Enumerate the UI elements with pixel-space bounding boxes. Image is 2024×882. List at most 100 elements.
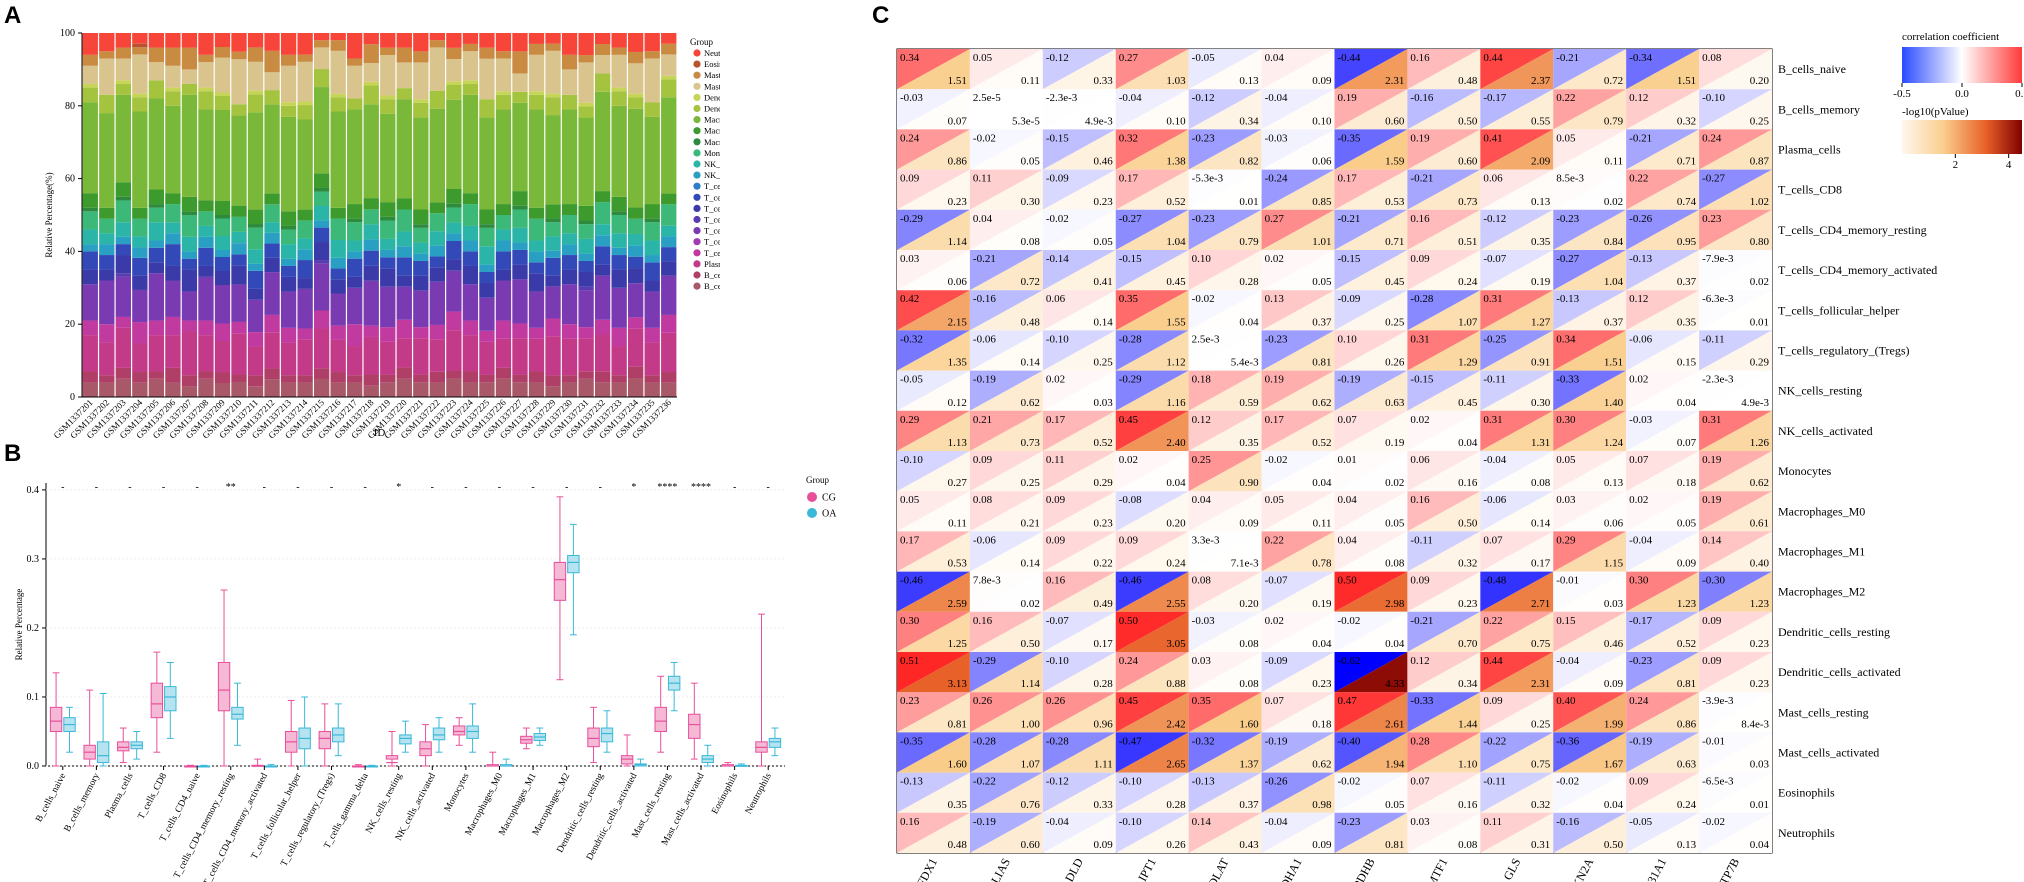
bar-segment-b-cells-naive — [661, 382, 677, 397]
row-label: Macrophages_M0 — [1778, 504, 1865, 518]
bar-segment-dendritic-cells-resting — [330, 97, 346, 112]
cell-pvalue-value: 0.62 — [1312, 759, 1331, 771]
bar-segment-b-cells-naive — [380, 382, 396, 397]
bar-segment-mast-cells-resting — [280, 65, 297, 103]
cell-correlation-value: -0.23 — [1192, 132, 1215, 144]
bar-segment-t-cells-cd8 — [231, 321, 247, 334]
bar-segment-macrophages-m1 — [330, 207, 346, 219]
cell-pvalue-value: 3.05 — [1166, 638, 1186, 650]
cell-pvalue-value: 0.08 — [1239, 678, 1259, 690]
bar-segment-mast-cells-resting — [247, 61, 264, 91]
cell-pvalue-value: 0.52 — [1677, 638, 1696, 650]
cell-correlation-value: 2.5e-5 — [973, 92, 1001, 104]
cell-pvalue-value: 0.17 — [1094, 638, 1114, 650]
cell-pvalue-value: 5.3e-5 — [1012, 115, 1040, 127]
cell-correlation-value: 0.08 — [1702, 52, 1722, 64]
bar-segment-macrophages-m1 — [363, 198, 379, 210]
bar-segment-dendritic-cells-resting — [413, 102, 429, 118]
bar-segment-b-cells-naive — [347, 382, 363, 397]
bar-segment-t-cells-follicular-helper — [594, 264, 611, 276]
cell-correlation-value: 0.04 — [1338, 494, 1358, 506]
bar-segment-b-cells-memory — [594, 371, 611, 383]
bar-segment-monocytes — [99, 218, 115, 234]
bar-segment-b-cells-memory — [148, 371, 165, 379]
cell-correlation-value: 0.27 — [1119, 52, 1139, 64]
bar-segment-t-cells-cd4-memory-resting — [132, 289, 148, 323]
column-label: DLD — [1062, 856, 1086, 882]
cell-correlation-value: -0.10 — [900, 454, 923, 466]
bar-segment-t-cells-cd8 — [479, 330, 495, 342]
bar-segment-t-cells-cd8 — [429, 324, 446, 340]
cell-correlation-value: 0.16 — [900, 816, 920, 828]
column-label: LIPT1 — [1132, 856, 1159, 882]
cell-pvalue-value: 2.40 — [1166, 437, 1186, 449]
bar-segment-monocytes — [214, 218, 231, 236]
row-label: T_cells_regulatory_(Tregs) — [1778, 344, 1910, 358]
cell-correlation-value: -0.06 — [1629, 333, 1652, 345]
bar-segment-nk-cells-activated — [231, 231, 247, 244]
cell-pvalue-value: 0.86 — [1677, 718, 1697, 730]
bar-segment-dendritic-cells-resting — [214, 96, 231, 110]
cell-pvalue-value: 0.79 — [1239, 236, 1259, 248]
bar-segment-macrophages-m2 — [148, 98, 165, 190]
bar-segment-b-cells-naive — [181, 386, 198, 397]
bar-segment-t-cells-cd8 — [82, 320, 98, 336]
row-label: Monocytes — [1778, 464, 1832, 478]
cell-pvalue-value: 0.19 — [1312, 598, 1332, 610]
bar-segment-b-cells-naive — [628, 378, 644, 397]
cell-pvalue-value: 1.59 — [1385, 156, 1405, 168]
cell-pvalue-value: 0.05 — [1385, 517, 1405, 529]
cell-pvalue-value: 0.28 — [1094, 678, 1114, 690]
cell-pvalue-value: 0.79 — [1604, 115, 1624, 127]
cell-correlation-value: 0.19 — [1338, 92, 1358, 104]
cell-pvalue-value: 0.52 — [1312, 437, 1331, 449]
bar-segment-t-cells-cd4-memory-resting — [512, 279, 528, 324]
cell-correlation-value: -0.35 — [1338, 132, 1361, 144]
cell-pvalue-value: 0.76 — [1021, 799, 1041, 811]
bar-segment-t-cells-follicular-helper — [644, 280, 660, 292]
bar-segment-mast-cells-activated — [99, 51, 115, 59]
cell-correlation-value: 0.12 — [1629, 293, 1648, 305]
bar-segment-mast-cells-resting — [413, 62, 429, 100]
cell-correlation-value: -0.04 — [1629, 534, 1652, 546]
bar-segment-dendritic-cells-resting — [578, 106, 594, 118]
bar-segment-t-cells-follicular-helper — [82, 269, 98, 285]
cell-pvalue-value: 0.04 — [1604, 799, 1624, 811]
bar-segment-nk-cells-resting — [528, 251, 545, 263]
bar-segment-b-cells-memory — [446, 371, 462, 379]
bar-segment-plasma-cells — [594, 334, 611, 372]
cell-correlation-value: 0.14 — [1702, 534, 1722, 546]
cell-pvalue-value: 0.23 — [1312, 678, 1332, 690]
cell-correlation-value: 0.10 — [1338, 333, 1358, 345]
bar-segment-plasma-cells — [99, 342, 115, 376]
bar-segment-monocytes — [181, 215, 198, 237]
bar-segment-t-cells-regulatory-tregs- — [247, 270, 264, 289]
bar-segment-monocytes — [628, 218, 644, 234]
bar-segment-t-cells-regulatory-tregs- — [528, 262, 545, 274]
bar-segment-t-cells-follicular-helper — [512, 264, 528, 280]
bar-segment-macrophages-m2 — [561, 109, 578, 205]
cell-pvalue-value: 1.38 — [1166, 156, 1186, 168]
cell-pvalue-value: 1.23 — [1750, 598, 1770, 610]
cell-pvalue-value: 0.45 — [1385, 276, 1405, 288]
cell-correlation-value: -0.23 — [1338, 816, 1361, 828]
bar-segment-nk-cells-resting — [198, 236, 214, 248]
cell-pvalue-value: 0.87 — [1750, 156, 1770, 168]
cell-correlation-value: -0.10 — [1046, 655, 1069, 667]
bar-segment-monocytes — [479, 227, 495, 247]
bar-segment-macrophages-m1 — [578, 205, 594, 221]
bar-segment-dendritic-cells-activated — [446, 81, 462, 85]
bar-segment-mast-cells-resting — [594, 55, 611, 74]
bar-segment-t-cells-cd4-memory-resting — [462, 284, 479, 321]
bar-segment-plasma-cells — [313, 328, 330, 369]
bar-segment-mast-cells-activated — [396, 47, 412, 63]
cell-correlation-value: 0.15 — [1556, 615, 1576, 627]
bar-segment-plasma-cells — [198, 335, 214, 372]
bar-segment-b-cells-memory — [396, 367, 412, 379]
cell-pvalue-value: 2.31 — [1385, 75, 1404, 87]
bar-segment-b-cells-memory — [363, 374, 379, 386]
column-label: PDHB — [1350, 856, 1377, 882]
bar-segment-nk-cells-resting — [661, 236, 677, 248]
bar-segment-dendritic-cells-resting — [297, 105, 313, 120]
cell-pvalue-value: 0.04 — [1750, 839, 1770, 851]
